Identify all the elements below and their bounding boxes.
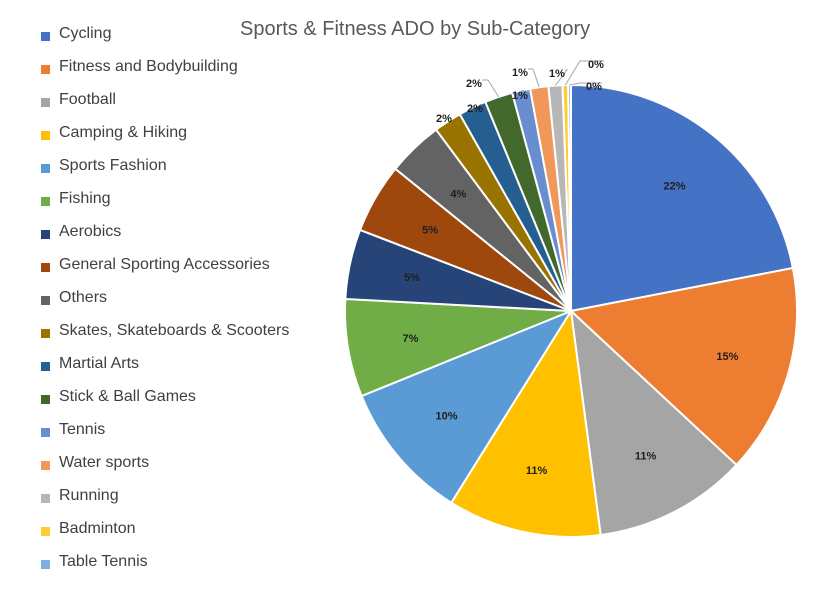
legend-label: Cycling (59, 25, 112, 42)
legend-label: Football (59, 91, 116, 108)
data-label-others: 4% (450, 189, 466, 201)
legend-label: Sports Fashion (59, 157, 167, 174)
data-label-camping-hiking: 11% (526, 465, 548, 477)
data-label-fishing: 7% (403, 333, 419, 345)
legend-item-stick-ball: Stick & Ball Games (41, 388, 289, 421)
legend-swatch (41, 428, 50, 437)
data-label-football: 11% (635, 451, 657, 463)
legend-item-tennis: Tennis (41, 421, 289, 454)
legend-item-football: Football (41, 91, 289, 124)
data-label-table-tennis: 0% (586, 81, 602, 93)
legend-swatch (41, 560, 50, 569)
leader-line (528, 68, 540, 88)
pie-slice-sports-fashion (360, 308, 574, 505)
legend-label: Water sports (59, 454, 150, 471)
leader-line (554, 69, 568, 86)
legend-swatch (41, 362, 50, 371)
data-label-skates-skateboards-scooters: 2% (436, 113, 452, 125)
legend-item-skates: Skates, Skateboards & Scooters (41, 322, 289, 355)
legend-swatch (41, 329, 50, 338)
legend-swatch (41, 263, 50, 272)
legend-label: Stick & Ball Games (59, 388, 196, 405)
legend-item-table-tennis: Table Tennis (41, 553, 289, 586)
legend-swatch (41, 527, 50, 536)
legend-item-aerobics: Aerobics (41, 223, 289, 256)
data-label-sports-fashion: 10% (435, 411, 457, 423)
legend-swatch (41, 65, 50, 74)
data-label-general-sporting-accessories: 5% (422, 225, 438, 237)
data-label-martial-arts: 2% (467, 103, 483, 115)
legend: Cycling Fitness and Bodybuilding Footbal… (41, 25, 289, 586)
legend-label: Table Tennis (59, 553, 148, 570)
legend-label: Fishing (59, 190, 111, 207)
legend-label: General Sporting Accessories (59, 256, 270, 273)
pie-slice-cycling (570, 83, 795, 313)
legend-item-water-sports: Water sports (41, 454, 289, 487)
legend-label: Fitness and Bodybuilding (59, 58, 238, 75)
legend-item-running: Running (41, 487, 289, 520)
legend-label: Martial Arts (59, 355, 140, 372)
legend-swatch (41, 461, 50, 470)
legend-swatch (41, 230, 50, 239)
legend-label: Camping & Hiking (59, 124, 188, 141)
data-label-fitness-and-bodybuilding: 15% (716, 351, 738, 363)
legend-label: Badminton (59, 520, 136, 537)
data-label-tennis: 1% (512, 90, 528, 102)
legend-label: Skates, Skateboards & Scooters (59, 322, 290, 339)
leader-line (569, 82, 602, 86)
pie-slice-camping-hiking (449, 308, 602, 538)
data-label-water-sports: 1% (512, 67, 528, 79)
legend-swatch (41, 296, 50, 305)
leader-line (482, 79, 500, 98)
legend-swatch (41, 494, 50, 503)
legend-item-general-accessories: General Sporting Accessories (41, 256, 289, 289)
data-label-cycling: 22% (663, 181, 685, 193)
legend-swatch (41, 164, 50, 173)
legend-item-martial-arts: Martial Arts (41, 355, 289, 388)
legend-swatch (41, 32, 50, 41)
data-label-aerobics: 5% (404, 272, 420, 284)
legend-swatch (41, 197, 50, 206)
legend-label: Aerobics (59, 223, 122, 240)
data-label-stick-ball-games: 2% (466, 78, 482, 90)
chart-title: Sports & Fitness ADO by Sub-Category (240, 18, 591, 40)
legend-swatch (41, 395, 50, 404)
legend-item-fishing: Fishing (41, 190, 289, 223)
leader-line (564, 60, 604, 86)
pie-slice-fitness-and-bodybuilding (568, 266, 798, 467)
legend-item-fitness: Fitness and Bodybuilding (41, 58, 289, 91)
legend-swatch (41, 98, 50, 107)
legend-item-badminton: Badminton (41, 520, 289, 553)
pie-slice-football (569, 308, 738, 537)
legend-swatch (41, 131, 50, 140)
data-label-running: 1% (549, 68, 565, 80)
legend-label: Running (59, 487, 119, 504)
legend-item-cycling: Cycling (41, 25, 289, 58)
data-label-badminton: 0% (588, 59, 604, 71)
legend-label: Tennis (59, 421, 106, 438)
legend-item-others: Others (41, 289, 289, 322)
legend-item-camping: Camping & Hiking (41, 124, 289, 157)
legend-item-sports-fashion: Sports Fashion (41, 157, 289, 190)
legend-label: Others (59, 289, 108, 306)
